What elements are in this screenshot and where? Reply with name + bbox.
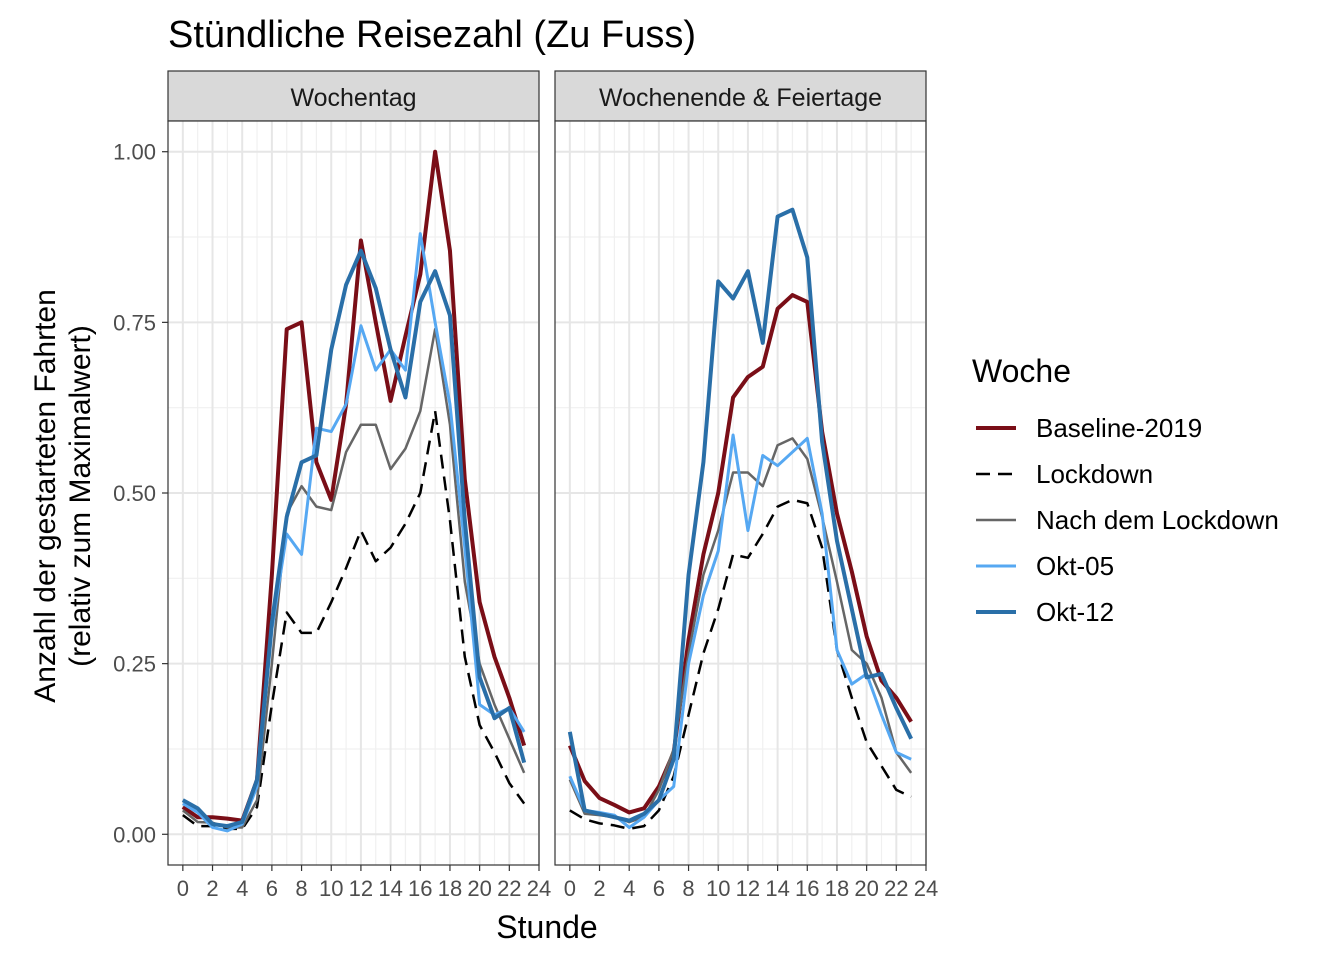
series-line-baseline-2019: [567, 293, 913, 815]
x-tick-label: 16: [795, 876, 819, 901]
x-axis-title: Stunde: [496, 909, 597, 945]
x-tick-label: 22: [884, 876, 908, 901]
legend-title: Woche: [972, 353, 1071, 389]
series-line-baseline-2019: [181, 149, 527, 823]
facet-label: Wochentag: [290, 84, 416, 112]
legend-label: Okt-05: [1036, 551, 1114, 581]
legend-label: Nach dem Lockdown: [1036, 505, 1279, 535]
legend-label: Lockdown: [1036, 459, 1153, 489]
x-tick-label: 6: [266, 876, 278, 901]
series-line-okt-05: [182, 232, 526, 833]
x-tick-label: 4: [236, 876, 248, 901]
series-line-lockdown: [182, 409, 526, 831]
x-tick-label: 22: [497, 876, 521, 901]
series-line-nach-dem-lockdown: [182, 327, 526, 829]
x-tick-label: 4: [623, 876, 635, 901]
facet-strip: [167, 70, 540, 122]
y-tick-label: 0.75: [113, 310, 156, 335]
x-tick-label: 14: [378, 876, 402, 901]
y-tick-label: 0.50: [113, 481, 156, 506]
x-tick-label: 18: [438, 876, 462, 901]
x-tick-label: 16: [408, 876, 432, 901]
x-tick-label: 10: [319, 876, 343, 901]
x-tick-label: 20: [854, 876, 878, 901]
y-axis-title: Anzahl der gestarteten Fahrten (relativ …: [29, 289, 97, 703]
x-tick-label: 12: [736, 876, 760, 901]
y-tick-label: 0.00: [113, 822, 156, 847]
y-axis-title-line-1: Anzahl der gestarteten Fahrten: [29, 289, 62, 703]
chart-title: Stündliche Reisezahl (Zu Fuss): [168, 14, 696, 56]
x-tick-label: 2: [206, 876, 218, 901]
y-axis-title-line-2: (relativ zum Maximalwert): [64, 325, 97, 667]
series-line-lockdown: [569, 498, 912, 831]
y-tick-label: 0.25: [113, 652, 156, 677]
x-tick-label: 10: [706, 876, 730, 901]
x-tick-label: 18: [825, 876, 849, 901]
panel-border: [554, 120, 927, 866]
facet-label: Wochenende & Feiertage: [599, 84, 882, 112]
x-tick-label: 0: [177, 876, 189, 901]
legend: Woche Baseline-2019 Lockdown Nach dem Lock…: [972, 353, 1279, 627]
series-line-okt-05: [568, 433, 912, 829]
x-tick-label: 12: [349, 876, 373, 901]
series-line-okt-12: [567, 207, 913, 823]
x-tick-label: 14: [765, 876, 789, 901]
facet-strip: [554, 70, 927, 122]
legend-label: Baseline-2019: [1036, 413, 1202, 443]
x-tick-label: 20: [467, 876, 491, 901]
x-tick-label: 8: [682, 876, 694, 901]
x-tick-label: 24: [914, 876, 938, 901]
y-tick-label: 1.00: [113, 140, 156, 165]
series-line-okt-12: [181, 248, 527, 829]
x-tick-label: 24: [527, 876, 551, 901]
x-tick-label: 8: [295, 876, 307, 901]
legend-label: Okt-12: [1036, 597, 1114, 627]
x-tick-label: 0: [564, 876, 576, 901]
x-tick-label: 6: [653, 876, 665, 901]
x-tick-label: 2: [593, 876, 605, 901]
